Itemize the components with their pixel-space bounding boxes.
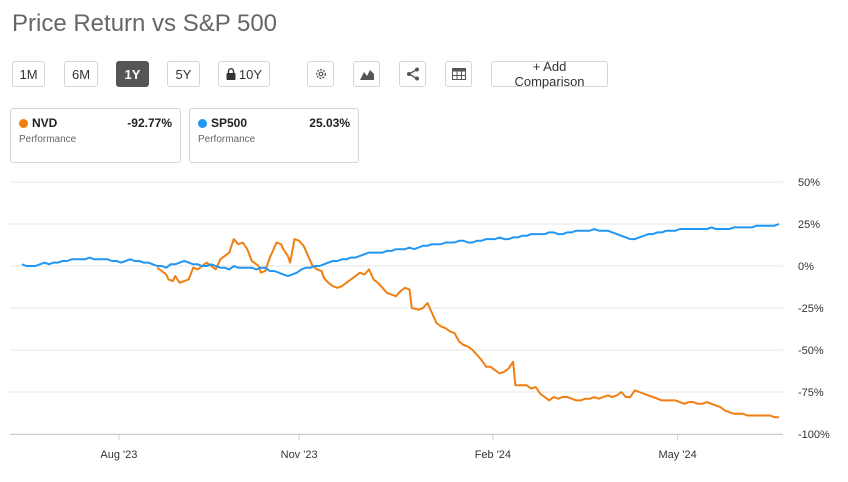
series-color-dot [19,119,28,128]
settings-button[interactable] [307,61,334,87]
x-tick-label: Feb '24 [475,449,511,461]
x-tick-label: May '24 [659,449,697,461]
y-tick-label: -50% [798,345,824,357]
y-tick-label: 50% [798,177,820,189]
series-return-value: 25.03% [309,116,350,130]
series-line-sp500[interactable] [21,223,780,278]
range-10y-button[interactable]: 10Y [218,61,270,87]
series-color-dot [198,119,207,128]
y-tick-label: 0% [798,261,814,273]
add-comparison-button[interactable]: + Add Comparison [491,59,608,89]
page-title: Price Return vs S&P 500 [12,10,278,37]
table-icon [451,68,466,80]
legend-card-nvd[interactable]: NVD -92.77% Performance [10,108,181,163]
share-icon [406,67,420,81]
series-subtitle: Performance [198,134,256,145]
y-tick-label: -25% [798,303,824,315]
range-10y-label: 10Y [238,66,263,82]
series-subtitle: Performance [19,134,77,145]
x-tick-label: Nov '23 [281,449,318,461]
y-tick-label: -100% [798,429,830,441]
series-symbol: NVD [32,116,58,130]
table-button[interactable] [445,61,472,87]
range-1m-button[interactable]: 1M [12,61,45,87]
gear-icon [314,67,328,81]
series-return-value: -92.77% [127,116,172,130]
y-tick-label: -75% [798,387,824,399]
range-1y-button[interactable]: 1Y [116,61,149,87]
series-symbol: SP500 [211,116,248,130]
range-5y-button[interactable]: 5Y [167,61,200,87]
chart-type-icon [359,68,374,80]
lock-icon [226,68,236,80]
chart-type-button[interactable] [353,61,380,87]
share-button[interactable] [399,61,426,87]
x-tick-label: Aug '23 [100,449,137,461]
series-line-nvd[interactable] [156,238,779,419]
legend-card-sp500[interactable]: SP500 25.03% Performance [189,108,359,163]
y-tick-label: 25% [798,219,820,231]
range-6m-button[interactable]: 6M [64,61,98,87]
